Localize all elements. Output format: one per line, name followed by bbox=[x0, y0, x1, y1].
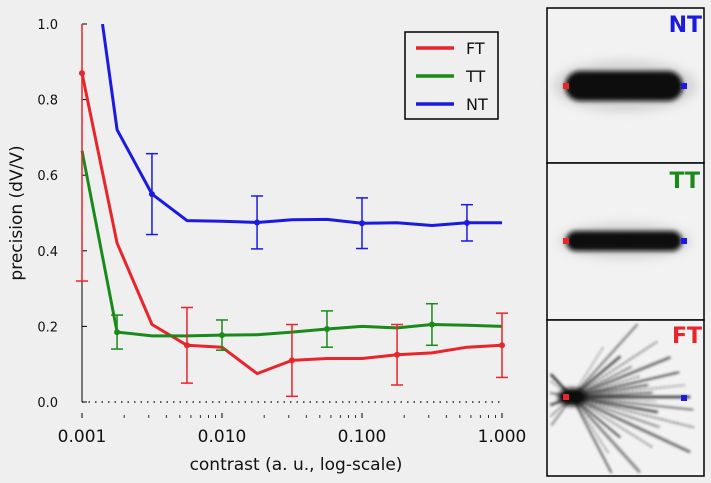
legend-entry-ft: FT bbox=[416, 39, 485, 58]
error-bar-tt bbox=[216, 319, 228, 351]
error-bar-tt bbox=[425, 302, 438, 347]
error-bar-ft bbox=[391, 323, 404, 386]
error-bar-nt bbox=[251, 195, 264, 250]
y-tick-label: 0.6 bbox=[37, 169, 58, 184]
y-axis-label: precision (dV/V) bbox=[7, 145, 27, 280]
panel-tt-band bbox=[566, 231, 682, 251]
x-tick-label: 0.100 bbox=[338, 427, 387, 447]
error-bar-ft bbox=[285, 323, 298, 398]
panel-ft: FT bbox=[546, 319, 705, 477]
x-axis-ticks: 0.001 0.010 0.100 1.000 bbox=[58, 413, 527, 447]
y-tick-label: 1.0 bbox=[37, 18, 58, 33]
error-bar-nt bbox=[460, 203, 473, 242]
error-bar-ft bbox=[496, 312, 508, 379]
panel-nt: NT bbox=[546, 7, 705, 164]
panel-nt-band bbox=[565, 71, 683, 101]
error-bar-tt bbox=[320, 310, 333, 348]
legend-label: TT bbox=[465, 67, 485, 86]
panel-tt-right-marker bbox=[681, 238, 687, 244]
y-tick-label: 0.4 bbox=[37, 245, 58, 260]
error-bar-nt bbox=[356, 197, 368, 250]
side-panels: NT TT FT bbox=[546, 7, 705, 477]
error-bar-ft bbox=[180, 306, 193, 384]
panel-nt-right-marker bbox=[681, 83, 687, 89]
legend-entry-tt: TT bbox=[416, 67, 485, 86]
panel-ft-blob bbox=[558, 388, 586, 406]
panel-nt-label: NT bbox=[669, 13, 702, 38]
x-axis-label: contrast (a. u., log-scale) bbox=[190, 455, 403, 475]
panel-tt: TT bbox=[546, 162, 705, 321]
y-tick-label: 0.2 bbox=[37, 320, 58, 335]
panel-ft-label: FT bbox=[672, 324, 702, 349]
legend-entry-nt: NT bbox=[416, 95, 488, 114]
y-tick-label: 0.8 bbox=[37, 94, 58, 109]
legend-label: FT bbox=[466, 39, 485, 58]
panel-ft-right-marker bbox=[681, 395, 687, 401]
error-bars bbox=[76, 24, 508, 398]
x-tick-label: 0.001 bbox=[58, 427, 107, 447]
error-bar-nt bbox=[145, 152, 158, 236]
legend: FT TT NT bbox=[404, 31, 499, 120]
line-chart: 0.00.20.40.60.81.0 0.001 0.010 0.100 1.000 … bbox=[7, 18, 526, 475]
panel-tt-left-marker bbox=[563, 238, 569, 244]
y-tick-label: 0.0 bbox=[37, 396, 58, 411]
panel-ft-left-marker bbox=[563, 394, 569, 400]
x-tick-label: 0.010 bbox=[198, 427, 247, 447]
error-bar-ft bbox=[76, 24, 88, 282]
error-bar-tt bbox=[111, 314, 124, 350]
panel-tt-label: TT bbox=[669, 169, 700, 194]
panel-nt-left-marker bbox=[563, 83, 569, 89]
y-axis-ticks: 0.0 0.2 0.4 0.6 0.8 1.0 bbox=[37, 18, 87, 411]
legend-label: NT bbox=[466, 95, 488, 114]
x-tick-label: 1.000 bbox=[478, 427, 527, 447]
